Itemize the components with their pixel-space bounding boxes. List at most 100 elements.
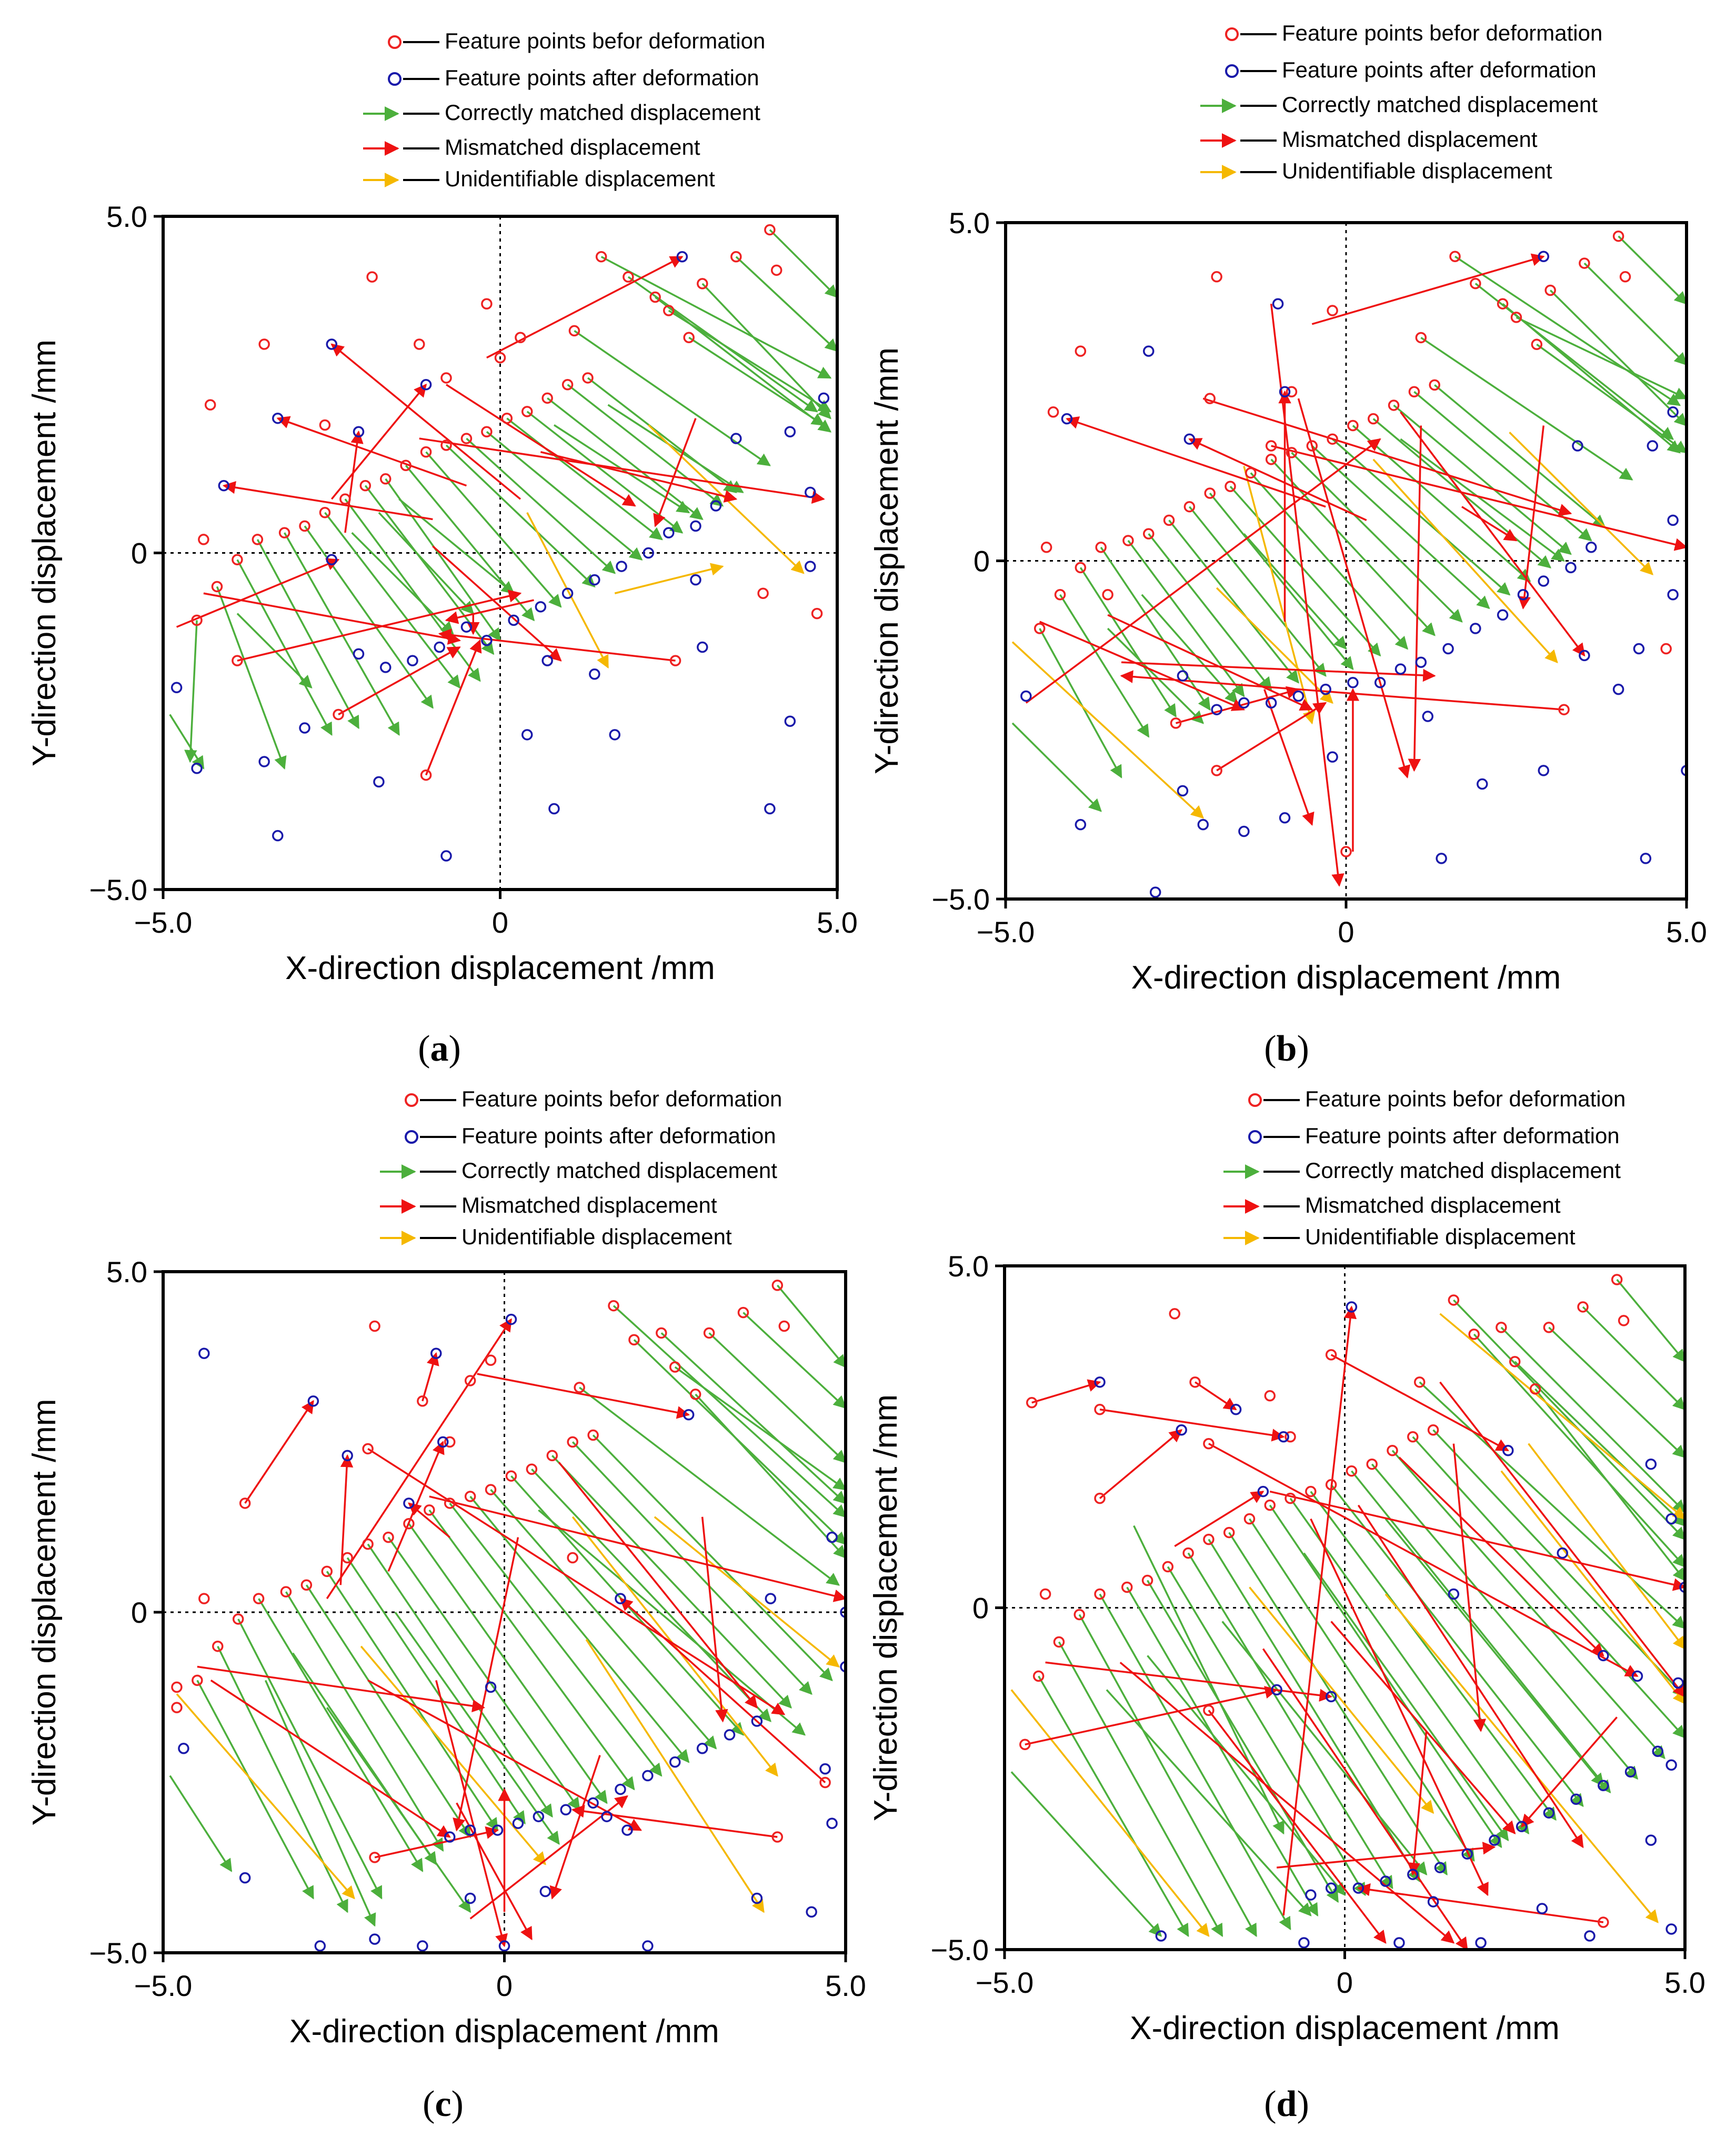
correct-displacement-arrow (1228, 1532, 1448, 1876)
feature-point-before (663, 305, 675, 316)
legend-label-mismatch: Mismatched displacement (445, 135, 700, 159)
mismatch-displacement-arrow (1277, 1842, 1496, 1869)
legend-marker-after (405, 1130, 418, 1144)
feature-point-after (342, 1450, 353, 1462)
correct-displacement-arrow (1079, 567, 1177, 718)
correct-displacement-arrow (236, 559, 333, 736)
plot-data-area (1010, 1274, 1685, 1950)
correct-displacement-arrow (1078, 1614, 1257, 1938)
feature-point-before (1387, 1444, 1398, 1456)
unidentifiable-displacement-arrow (1439, 1313, 1685, 1520)
feature-point-after (1667, 514, 1679, 526)
feature-point-before (505, 1470, 517, 1482)
feature-point-after (1352, 1882, 1364, 1894)
plot-data-area (169, 224, 837, 862)
x-tick-label: −5.0 (134, 906, 193, 939)
y-tick-label: 0 (131, 537, 147, 570)
feature-point-after (541, 655, 553, 666)
x-axis-title: X-direction displacement /mm (1130, 2010, 1560, 2046)
mismatch-displacement-arrow (653, 418, 697, 527)
feature-point-after (407, 655, 418, 666)
feature-point-before (1611, 1274, 1623, 1285)
feature-point-after (1230, 1404, 1242, 1415)
correct-displacement-arrow (1583, 262, 1687, 366)
feature-point-after (1679, 1581, 1685, 1593)
feature-point-before (1468, 1329, 1480, 1340)
feature-point-before (1449, 251, 1461, 262)
correct-displacement-arrow (285, 1591, 444, 1852)
x-axis-title: X-direction displacement /mm (285, 950, 715, 986)
feature-point-before (464, 1491, 476, 1502)
correct-displacement-arrow (1616, 1279, 1685, 1363)
mismatch-displacement-arrow (197, 1665, 486, 1713)
legend-entry-correct: Correctly matched displacement (380, 1158, 777, 1183)
legend-entry-after: Feature points after deformation (1225, 57, 1597, 82)
legend-label-correct: Correctly matched displacement (445, 100, 760, 125)
legend-marker-after (1225, 64, 1239, 78)
legend-label-before: Feature points befor deformation (445, 28, 765, 53)
correct-displacement-arrow (344, 498, 481, 682)
legend-label-unidentifiable: Unidentifiable displacement (445, 166, 715, 191)
feature-point-after (239, 1872, 251, 1884)
correct-displacement-arrow (551, 1455, 792, 1709)
mismatch-displacement-arrow (1310, 1518, 1489, 1896)
feature-point-before (811, 607, 823, 620)
mismatch-displacement-arrow (1195, 1381, 1237, 1411)
correct-displacement-arrow (1393, 404, 1572, 555)
mismatch-displacement-arrow (425, 639, 482, 776)
y-axis-title: Y-direction displacement /mm (869, 347, 905, 774)
unidentifiable-displacement-arrow (1509, 432, 1654, 575)
correct-displacement-arrow (258, 1598, 424, 1872)
feature-point-before (1094, 1588, 1106, 1600)
feature-point-after (1665, 1923, 1677, 1935)
feature-point-before (1265, 440, 1277, 452)
legend-label-before: Feature points befor deformation (1305, 1086, 1625, 1111)
feature-point-after (440, 850, 452, 862)
feature-point-after (1197, 818, 1209, 831)
correct-displacement-arrow (449, 1502, 663, 1777)
feature-point-before (191, 614, 203, 626)
y-axis-title: Y-direction displacement /mm (26, 1399, 63, 1826)
correct-displacement-arrow (1189, 506, 1327, 677)
feature-point-before (417, 1395, 428, 1407)
correct-displacement-arrow (236, 613, 313, 689)
legend-label-mismatch: Mismatched displacement (1305, 1193, 1561, 1217)
feature-point-after (353, 648, 365, 660)
legend-entry-before: Feature points befor deformation (388, 28, 765, 53)
feature-point-after (826, 1531, 838, 1543)
correct-displacement-arrow (1126, 1586, 1319, 1917)
feature-point-before (1121, 1581, 1133, 1593)
correct-displacement-arrow (1474, 283, 1674, 440)
feature-point-after (587, 1797, 599, 1809)
feature-point-before (494, 352, 506, 364)
correct-displacement-arrow (428, 1509, 635, 1791)
feature-point-after (1477, 778, 1488, 790)
feature-point-before (1039, 1588, 1051, 1600)
mismatch-displacement-arrow (367, 1447, 786, 1715)
feature-point-before (1496, 1322, 1507, 1333)
correct-displacement-arrow (1270, 458, 1436, 636)
correct-displacement-arrow (776, 1284, 846, 1369)
feature-point-after (326, 554, 337, 566)
x-tick-label: 0 (1337, 1966, 1353, 1999)
feature-point-after (696, 1743, 708, 1754)
legend-entry-mismatch: Mismatched displacement (1223, 1193, 1561, 1217)
feature-point-after (1176, 1424, 1187, 1436)
feature-point-before (1340, 846, 1352, 857)
mismatch-displacement-arrow (429, 1495, 846, 1602)
correct-displacement-arrow (1432, 1429, 1685, 1698)
correct-displacement-arrow (346, 1557, 526, 1825)
correct-displacement-arrow (1168, 520, 1299, 684)
unidentifiable-displacement-arrow (1243, 466, 1316, 725)
feature-point-before (1026, 1397, 1038, 1409)
feature-point-after (1374, 677, 1386, 688)
panel-caption: (a) (418, 1028, 461, 1069)
mismatch-displacement-arrow (1025, 1686, 1278, 1746)
feature-point-before (771, 1831, 784, 1843)
legend-label-unidentifiable: Unidentifiable displacement (1282, 158, 1552, 183)
feature-point-after (615, 1783, 626, 1795)
correct-displacement-arrow (607, 404, 744, 493)
unidentifiable-displacement-arrow (571, 1516, 778, 1777)
correct-displacement-arrow (1534, 1388, 1685, 1582)
mismatch-displacement-arrow (619, 1597, 826, 1783)
